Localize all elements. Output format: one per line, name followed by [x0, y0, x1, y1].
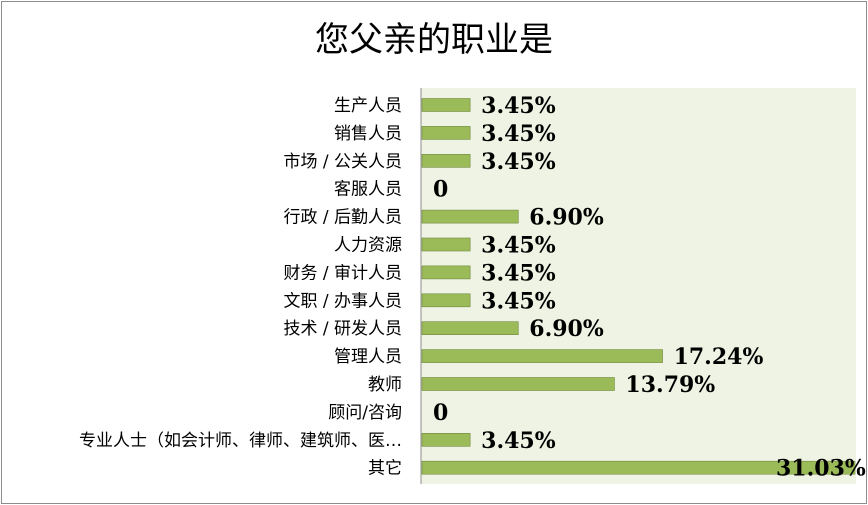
bars-group — [421, 98, 856, 475]
bar — [421, 98, 471, 112]
value-label: 6.90% — [529, 205, 604, 231]
plot-area — [421, 88, 856, 484]
category-label: 销售人员 — [334, 124, 402, 144]
bar — [421, 432, 471, 447]
bar — [421, 237, 471, 252]
category-label: 教师 — [368, 375, 402, 395]
value-label: 6.90% — [529, 316, 604, 342]
bar — [421, 154, 471, 168]
bar — [421, 460, 856, 475]
category-label: 财务 / 审计人员 — [283, 263, 402, 283]
value-label: 3.45% — [481, 288, 556, 314]
bar — [421, 126, 471, 140]
value-label: 17.24% — [674, 344, 764, 370]
value-label: 13.79% — [625, 372, 715, 398]
category-label: 行政 / 后勤人员 — [283, 208, 402, 228]
value-label: 3.45% — [481, 121, 556, 147]
category-label: 专业人士（如会计师、律师、建筑师、医… — [79, 431, 402, 451]
value-label: 0 — [433, 177, 448, 203]
bar — [421, 209, 519, 224]
value-label: 31.03% — [776, 456, 866, 482]
value-label: 3.45% — [481, 93, 556, 119]
category-label: 客服人员 — [334, 180, 402, 200]
value-label: 3.45% — [481, 233, 556, 259]
bar — [421, 321, 519, 336]
category-label: 市场 / 公关人员 — [283, 152, 402, 172]
category-label: 管理人员 — [334, 347, 402, 367]
value-label: 0 — [433, 400, 448, 426]
value-label: 3.45% — [481, 149, 556, 175]
bar — [421, 349, 663, 363]
value-label: 3.45% — [481, 260, 556, 286]
category-label: 生产人员 — [334, 96, 402, 116]
bar — [421, 265, 471, 280]
chart-title: 您父亲的职业是 — [315, 20, 553, 60]
value-label: 3.45% — [481, 428, 556, 454]
category-label: 其它 — [368, 459, 402, 479]
category-label: 文职 / 办事人员 — [283, 291, 402, 311]
category-label: 技术 / 研发人员 — [283, 319, 402, 339]
category-label: 顾问/咨询 — [328, 403, 402, 423]
bar — [421, 377, 615, 391]
category-label: 人力资源 — [334, 236, 402, 256]
bar — [421, 293, 471, 308]
value-labels-group: 3.45%3.45%3.45%06.90%3.45%3.45%3.45%6.90… — [433, 93, 866, 482]
